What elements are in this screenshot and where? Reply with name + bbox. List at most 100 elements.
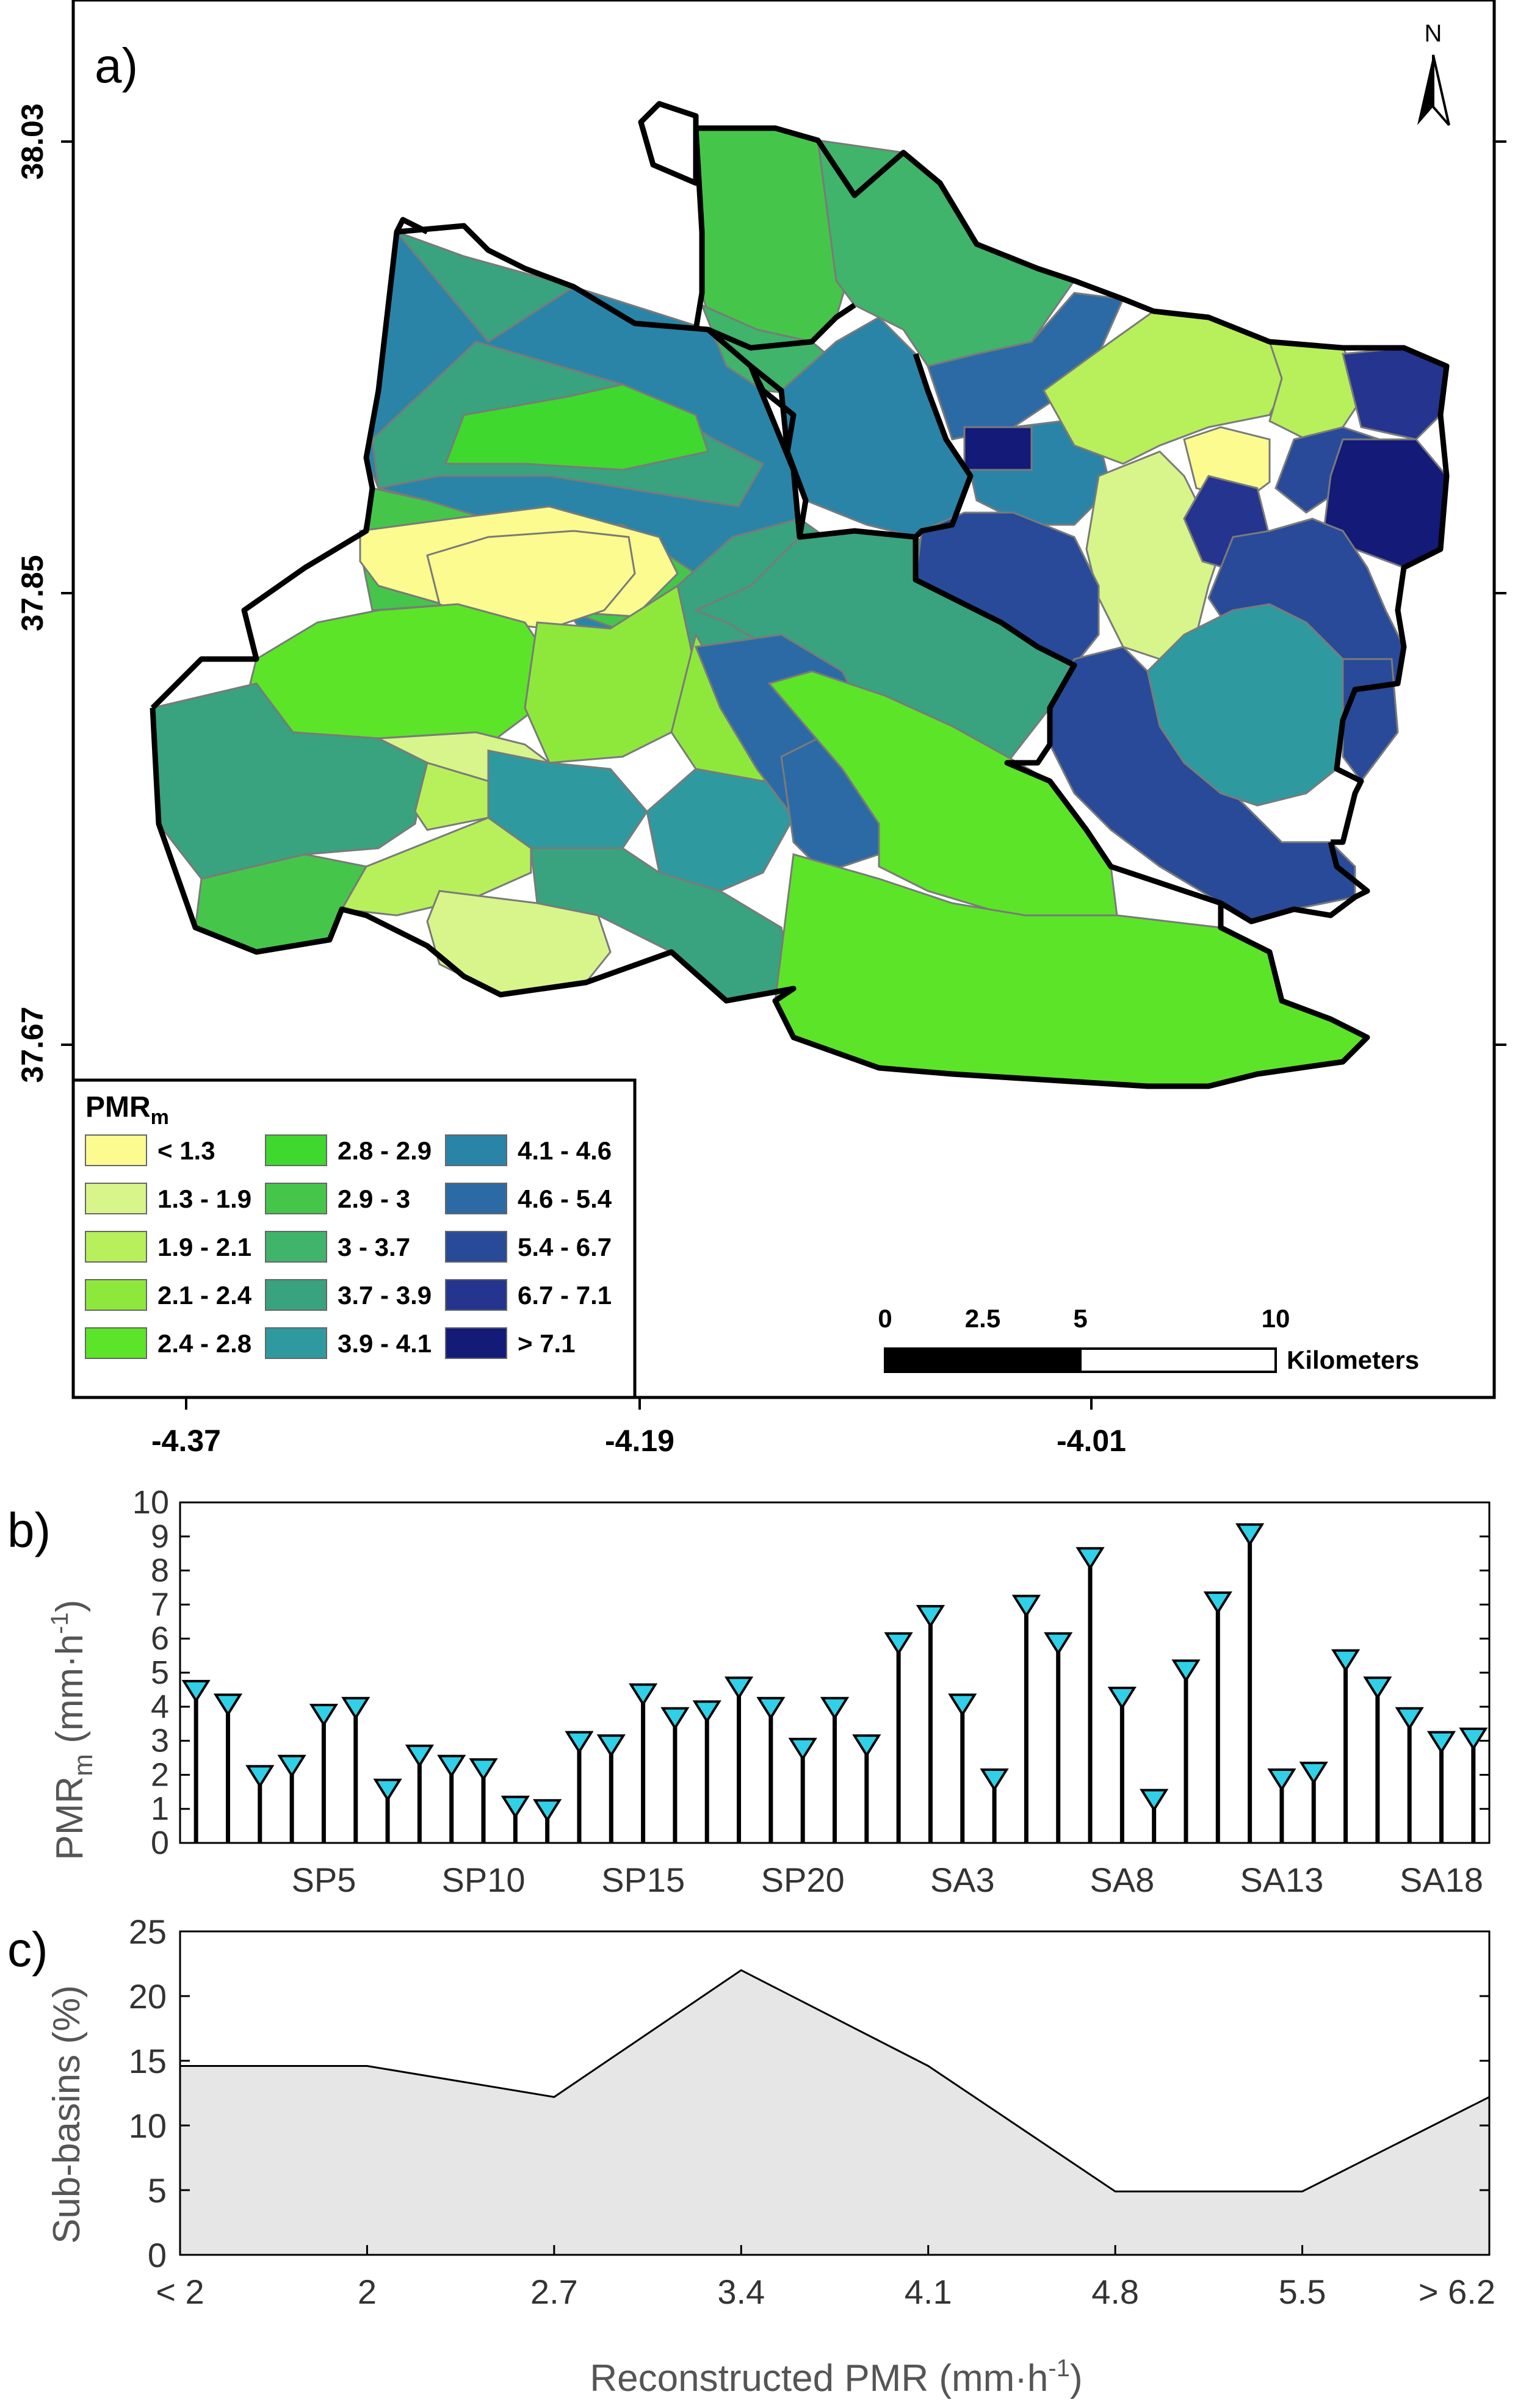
stem-marker: [1235, 1523, 1265, 1546]
map-y-tick-3: 37.67: [15, 1006, 49, 1083]
x-tick-label: 4.8: [1091, 2273, 1139, 2311]
panel-c-plot: 0 5 10 15 20 25 < 2 2 2.7 3.4 4.1 4.8 5.5 > 6.2: [129, 1912, 1495, 2311]
sub-basin: [767, 670, 1118, 929]
scale-label-5: 5: [1073, 1304, 1087, 1333]
legend-swatch: [85, 1279, 147, 1311]
legend-swatch: [265, 1183, 327, 1214]
legend-swatch: [445, 1231, 507, 1263]
scale-label-2-5: 2.5: [965, 1304, 1000, 1333]
stem-marker: [1331, 1649, 1361, 1673]
sub-basin: [641, 104, 702, 189]
stem-marker: [1363, 1676, 1392, 1700]
x-tick-label: SA8: [1090, 1861, 1154, 1899]
scale-unit: Kilometers: [1287, 1346, 1419, 1374]
area-fill: [180, 1970, 1489, 2255]
area-line: [180, 1969, 1490, 2193]
y-tick-label: 5: [148, 2171, 167, 2210]
y-tick-label: 8: [151, 1552, 169, 1589]
x-tick-label: > 6.2: [1419, 2273, 1495, 2311]
stem-marker: [660, 1707, 690, 1731]
stem-marker: [213, 1693, 243, 1717]
stem-marker: [1203, 1591, 1232, 1615]
legend-box: [71, 1078, 637, 1399]
map-x-tick-2: -4.19: [605, 1424, 674, 1458]
basin-boundaries: [150, 101, 1450, 1089]
legend-label: 3.9 - 4.1: [338, 1329, 432, 1358]
stem-marker: [788, 1737, 817, 1761]
x-tick-label: 2.7: [530, 2273, 578, 2311]
y-tick-label: 9: [151, 1518, 169, 1555]
legend-label: < 1.3: [157, 1136, 215, 1165]
legend-label: 3 - 3.7: [338, 1233, 410, 1261]
map-y-tick-1: 38.03: [15, 103, 49, 179]
x-tick-label: SP20: [761, 1861, 845, 1899]
y-tick-label: 15: [129, 2042, 167, 2080]
stem-marker: [405, 1744, 434, 1768]
legend-label: 2.8 - 2.9: [338, 1136, 432, 1165]
map-y-tick-2: 37.85: [15, 555, 49, 631]
y-tick-label: 20: [129, 1977, 167, 2016]
stem-marker: [309, 1703, 339, 1727]
stem-marker: [980, 1768, 1009, 1792]
legend-title: PMRm: [85, 1091, 169, 1129]
legend-swatch: [265, 1231, 327, 1263]
legend-label: 6.7 - 7.1: [518, 1281, 612, 1310]
map-x-tick-3: -4.01: [1057, 1424, 1126, 1458]
panel-c-label: c): [7, 1922, 48, 1977]
stem-marker: [1426, 1731, 1456, 1754]
map-x-tick-1: -4.37: [151, 1424, 221, 1458]
stem-marker: [724, 1676, 754, 1700]
y-tick-label: 1: [151, 1790, 169, 1827]
legend-label: > 7.1: [518, 1329, 576, 1358]
stem-marker: [628, 1683, 658, 1707]
panel-a-map: a) N 38.03 37.85 37.67 -4.37 -4.19 -4.01: [15, 0, 1506, 1458]
stem-marker: [852, 1734, 881, 1757]
stem-marker: [181, 1679, 211, 1703]
stem-marker: [916, 1605, 945, 1628]
panel-c-ylabel: Sub-basins (%): [46, 1985, 88, 2244]
y-tick-label: 0: [151, 1825, 169, 1861]
y-tick-label: 7: [151, 1586, 169, 1623]
y-tick-label: 5: [151, 1654, 169, 1691]
stem-marker: [1395, 1707, 1424, 1731]
sub-basin: [414, 762, 490, 831]
y-tick-label: 10: [129, 2107, 167, 2145]
stem-marker: [341, 1696, 371, 1720]
stem-marker: [1011, 1595, 1041, 1618]
y-tick-label: 2: [151, 1756, 169, 1793]
stem-marker: [1171, 1659, 1201, 1683]
scale-bar-white: [1079, 1347, 1277, 1373]
stem-marker: [245, 1765, 275, 1789]
legend-swatch: [265, 1279, 327, 1311]
stem-marker: [756, 1696, 786, 1720]
legend-label: 2.4 - 2.8: [157, 1329, 251, 1358]
legend-swatch: [265, 1134, 327, 1166]
scale-bar-black: [884, 1347, 1082, 1373]
legend-swatch: [445, 1183, 507, 1214]
stem-marker: [1044, 1632, 1073, 1656]
stem-marker: [948, 1693, 977, 1717]
panel-b-label: b): [7, 1503, 51, 1557]
north-arrow-icon: N: [1417, 20, 1450, 126]
legend-label: 4.6 - 5.4: [518, 1184, 612, 1213]
x-tick-label: < 2: [156, 2273, 204, 2311]
stem-marker: [596, 1734, 626, 1757]
legend-swatch: [85, 1231, 147, 1263]
y-tick-label: 3: [151, 1723, 169, 1759]
legend-label: 1.3 - 1.9: [157, 1184, 251, 1213]
x-tick-label: SA13: [1240, 1861, 1323, 1899]
stem-marker: [469, 1758, 498, 1782]
stem-marker: [437, 1754, 466, 1778]
map-x-axis: [185, 1397, 1093, 1410]
stem-marker: [1459, 1728, 1488, 1751]
map-legend: PMRm < 1.3 1.3 - 1.9 1.9 - 2.1 2.1 - 2.4 2.4…: [71, 1078, 637, 1399]
sub-basin: [444, 383, 709, 471]
north-label: N: [1425, 20, 1442, 47]
legend-swatch: [445, 1134, 507, 1166]
y-tick-label: 4: [151, 1689, 169, 1725]
map-y-axis: [61, 140, 1506, 1046]
stem-marker: [884, 1632, 913, 1656]
panel-c-xlabel: Reconstructed PMR (mm·h-1): [590, 2355, 1082, 2399]
